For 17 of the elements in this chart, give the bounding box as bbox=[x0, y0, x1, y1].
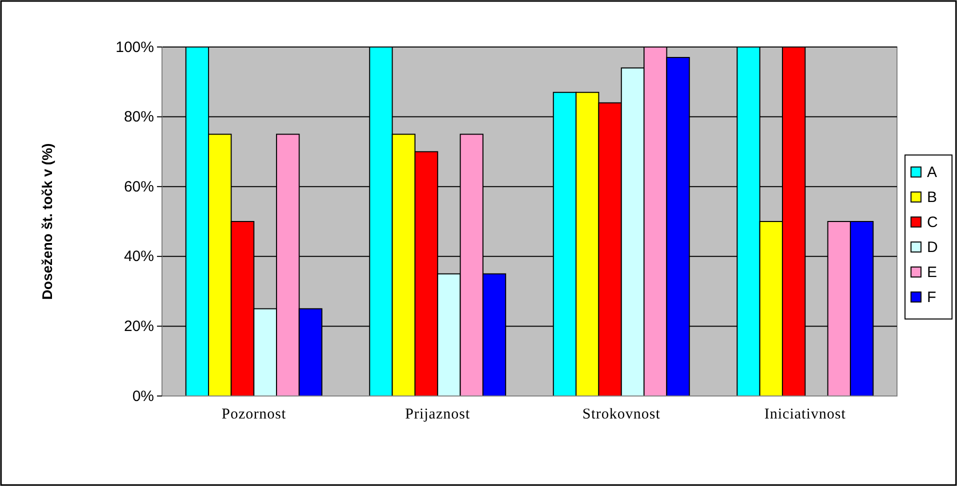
x-tick-label: Strokovnost bbox=[582, 406, 661, 423]
y-tick-label: 60% bbox=[124, 178, 154, 196]
x-tick-label: Iniciativnost bbox=[764, 406, 846, 423]
y-tick-label: 40% bbox=[124, 248, 154, 266]
x-tick-label: Pozornost bbox=[222, 406, 286, 423]
legend-label: E bbox=[927, 264, 938, 281]
legend-label: C bbox=[927, 214, 938, 231]
y-tick-label: 0% bbox=[132, 388, 154, 405]
legend-label: D bbox=[927, 239, 938, 256]
y-tick-label: 20% bbox=[124, 318, 154, 335]
legend-label: F bbox=[927, 289, 936, 306]
y-tick-label: 100% bbox=[116, 38, 154, 56]
x-tick-label: Prijaznost bbox=[405, 406, 470, 423]
y-tick-label: 80% bbox=[124, 108, 154, 126]
legend-label: B bbox=[927, 189, 938, 206]
legend-label: A bbox=[927, 164, 938, 181]
y-axis-title: Doseženo št. točk v (%) bbox=[39, 143, 55, 300]
